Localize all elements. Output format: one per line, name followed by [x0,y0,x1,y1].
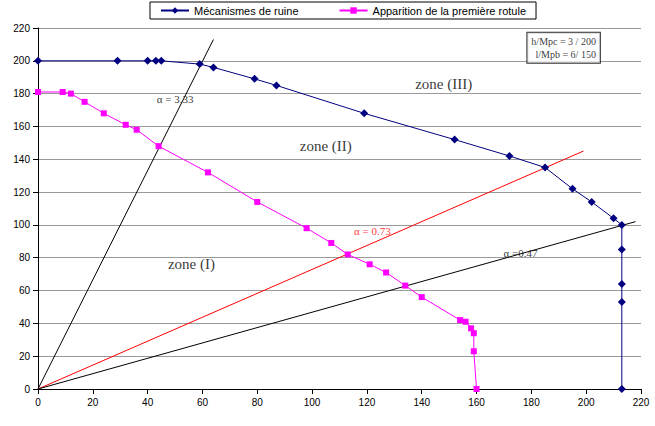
svg-text:220: 220 [633,397,650,408]
svg-text:α = 0.73: α = 0.73 [354,225,391,237]
svg-text:160: 160 [468,397,485,408]
svg-text:α =0.47: α =0.47 [503,247,537,259]
svg-text:120: 120 [13,187,30,198]
svg-text:20: 20 [19,351,31,362]
svg-text:200: 200 [13,55,30,66]
svg-text:40: 40 [142,397,154,408]
svg-text:60: 60 [19,285,31,296]
svg-text:220: 220 [13,23,30,34]
svg-text:60: 60 [197,397,209,408]
svg-text:Apparition de la première rotu: Apparition de la première rotule [373,5,526,17]
svg-text:0: 0 [24,384,30,395]
svg-text:180: 180 [13,88,30,99]
svg-text:80: 80 [252,397,264,408]
svg-text:Mécanismes de ruine: Mécanismes de ruine [194,5,299,17]
svg-text:zone (III): zone (III) [415,76,472,93]
svg-text:80: 80 [19,252,31,263]
svg-text:zone (II): zone (II) [300,138,352,155]
svg-text:100: 100 [304,397,321,408]
svg-text:40: 40 [19,318,31,329]
svg-text:20: 20 [87,397,99,408]
svg-text:α = 3.33: α = 3.33 [157,93,194,105]
svg-text:140: 140 [13,154,30,165]
svg-text:100: 100 [13,219,30,230]
svg-text:l/Mpb = 6/ 150: l/Mpb = 6/ 150 [536,49,596,60]
svg-text:zone (I): zone (I) [168,256,215,273]
svg-text:200: 200 [578,397,595,408]
svg-text:120: 120 [359,397,376,408]
svg-text:140: 140 [413,397,430,408]
svg-text:180: 180 [523,397,540,408]
svg-text:160: 160 [13,121,30,132]
svg-text:0: 0 [35,397,41,408]
svg-text:h/Mpc = 3 / 200: h/Mpc = 3 / 200 [531,36,596,47]
